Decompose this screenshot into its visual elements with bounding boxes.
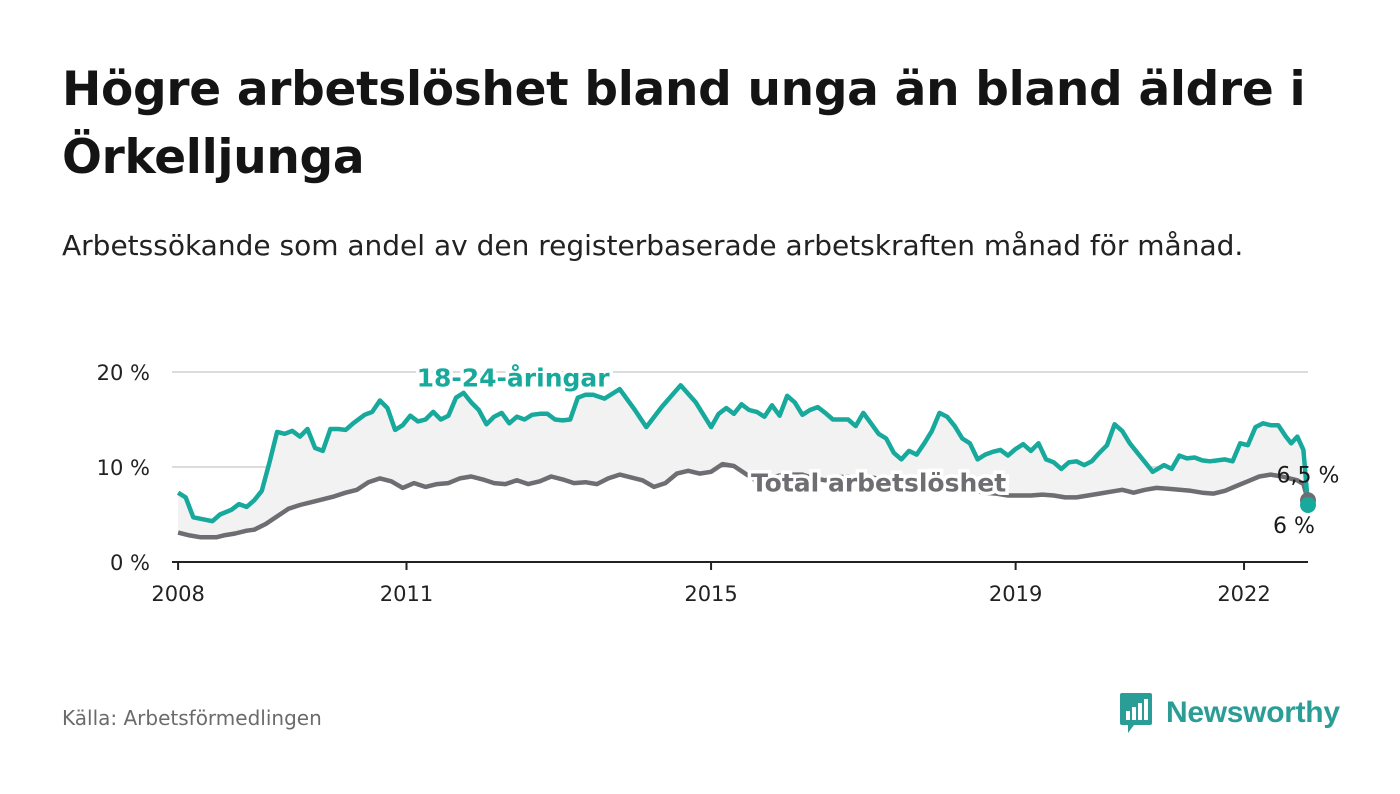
source-note: Källa: Arbetsförmedlingen [62,706,322,730]
y-tick-label: 20 % [97,361,150,385]
x-tick-label: 2008 [151,582,204,606]
end-marker-youth [1300,497,1316,513]
x-tick-label: 2019 [989,582,1042,606]
newsworthy-icon [1120,693,1152,733]
y-tick-label: 0 % [110,551,150,575]
x-tick-label: 2015 [684,582,737,606]
end-label-total: 6,5 % [1277,463,1340,488]
line-chart: 0 % 10 % 20 % 2008 2011 2015 2019 2022 6,5 % 6 %… [97,360,1340,606]
chart-subtitle: Arbetssökande som andel av den registerb… [62,229,1244,262]
series-label-total: Total arbetslöshet [751,469,1006,498]
brand-name: Newsworthy [1166,696,1340,729]
y-tick-label: 10 % [97,456,150,480]
series-line-youth [176,383,1311,524]
series-label-youth: 18-24-åringar [417,363,611,392]
gap-area-fill [178,385,1309,538]
brand-logo[interactable]: Newsworthy [1118,690,1340,736]
chart-title: Högre arbetslöshet bland unga än bland ä… [62,62,1306,185]
series-line-total [177,461,1311,540]
end-label-youth: 6 % [1273,514,1315,539]
x-tick-label: 2011 [380,582,433,606]
x-tick-label: 2022 [1217,582,1270,606]
